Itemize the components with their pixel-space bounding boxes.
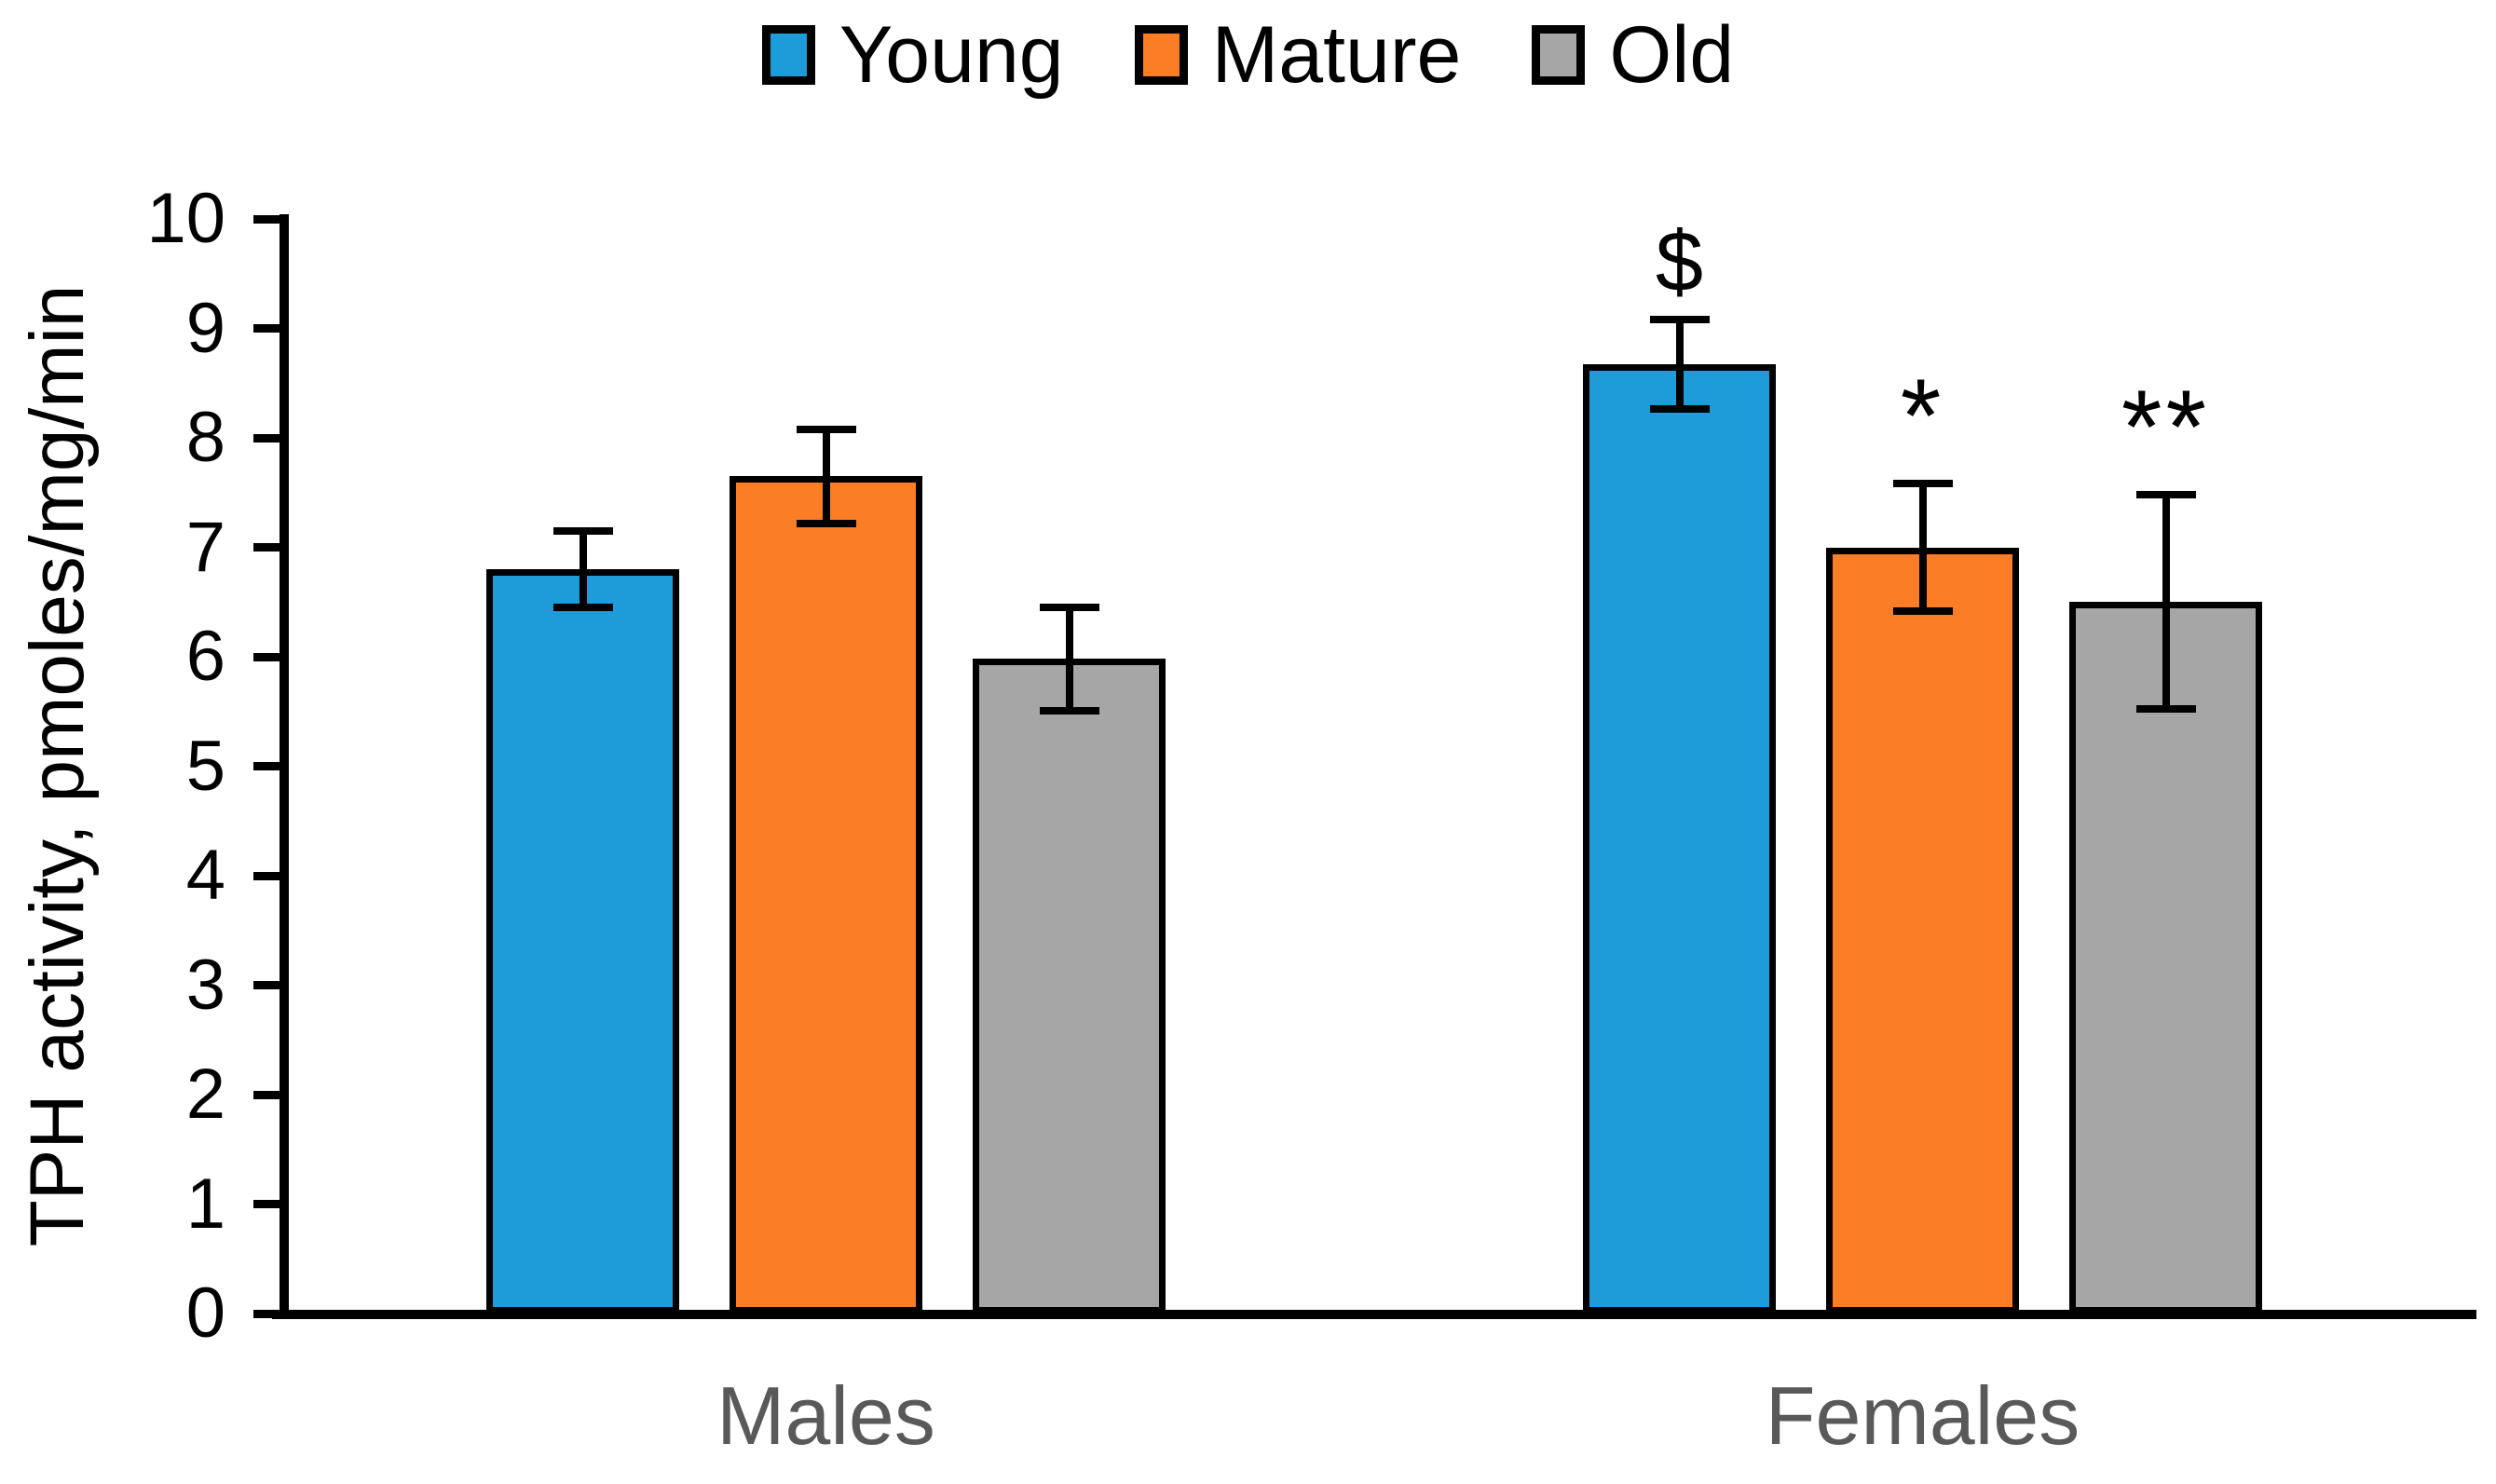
y-axis-tick-label: 3	[185, 945, 225, 1025]
y-axis-tick-mark	[253, 543, 289, 551]
error-bar-cap-top	[1649, 316, 1710, 324]
error-bar-cap-top	[1039, 604, 1099, 612]
y-axis-tick-mark	[253, 1200, 289, 1208]
legend: Young Mature Old	[0, 15, 2496, 95]
y-axis-tick-mark	[253, 214, 289, 224]
y-axis-tick-mark	[253, 652, 289, 661]
error-bar-cap-bottom	[1039, 706, 1099, 715]
y-axis-tick-mark	[253, 871, 289, 880]
legend-item-old: Old	[1532, 15, 1734, 95]
error-bar-line	[2162, 495, 2170, 710]
y-axis-tick-label: 0	[185, 1273, 225, 1353]
y-axis-tick-mark	[253, 981, 289, 989]
y-axis-tick-mark	[253, 433, 289, 442]
y-axis-tick-mark	[253, 1309, 289, 1318]
y-axis-tick-label: 2	[185, 1055, 225, 1134]
significance-marker: $	[1655, 214, 1704, 310]
legend-label-young: Young	[839, 10, 1064, 100]
y-axis-tick-label: 1	[185, 1164, 225, 1244]
y-axis-tick-label: 10	[146, 179, 225, 258]
error-bar-line	[1675, 320, 1684, 410]
bar-old-males	[973, 659, 1166, 1314]
category-label-females: Females	[1765, 1369, 2080, 1462]
bar-young-females	[1583, 364, 1776, 1314]
legend-swatch-young	[761, 25, 815, 85]
significance-marker: *	[1900, 358, 1945, 475]
legend-swatch-mature	[1134, 25, 1188, 85]
legend-label-mature: Mature	[1211, 10, 1462, 100]
bar-old-females	[2069, 602, 2262, 1314]
error-bar-cap-top	[796, 425, 856, 433]
plot-area: Males Females $ * **	[289, 214, 2476, 1462]
x-axis-line	[272, 1310, 2476, 1319]
legend-label-old: Old	[1609, 10, 1735, 100]
error-bar-cap-bottom	[552, 604, 613, 612]
y-axis-tick-label: 8	[185, 398, 225, 477]
bar-mature-males	[730, 476, 922, 1314]
y-axis-tick-mark	[253, 762, 289, 770]
error-bar-cap-top	[2135, 491, 2196, 499]
error-bar-cap-top	[1892, 480, 1953, 488]
y-axis-tick-mark	[253, 1090, 289, 1099]
y-axis-tick-label: 5	[185, 726, 225, 806]
error-bar-line	[822, 429, 830, 524]
y-axis-tick-label: 4	[185, 836, 225, 915]
legend-item-young: Young	[761, 10, 1064, 100]
bar-young-males	[486, 569, 679, 1314]
legend-item-mature: Mature	[1134, 10, 1462, 100]
y-axis-tick-label: 9	[185, 288, 225, 368]
y-axis-tick-label: 7	[185, 507, 225, 587]
legend-swatch-old	[1532, 25, 1586, 85]
error-bar-cap-top	[552, 526, 613, 535]
bar-mature-females	[1826, 547, 2019, 1314]
y-axis-tick-mark	[253, 324, 289, 333]
error-bar-cap-bottom	[1892, 606, 1953, 615]
error-bar-line	[1065, 607, 1073, 711]
y-axis-tick-label: 6	[185, 617, 225, 696]
error-bar-line	[579, 530, 587, 608]
error-bar-cap-bottom	[796, 519, 856, 527]
significance-marker: **	[2121, 369, 2211, 486]
error-bar-cap-bottom	[1649, 405, 1710, 414]
error-bar-cap-bottom	[2135, 705, 2196, 714]
category-label-males: Males	[716, 1369, 935, 1462]
error-bar-line	[1918, 483, 1927, 611]
